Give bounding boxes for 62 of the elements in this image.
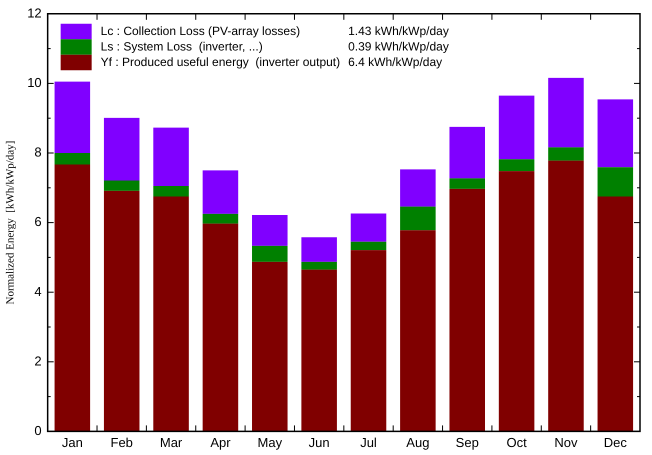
annotation: 1.43 kWh/kWp/day bbox=[348, 24, 449, 38]
bar bbox=[598, 196, 634, 432]
bar bbox=[498, 96, 534, 160]
bar bbox=[449, 188, 486, 432]
annotation: 6.4 kWh/kWp/day bbox=[348, 54, 442, 69]
bar bbox=[301, 262, 337, 270]
x-tick-label: Dec bbox=[604, 434, 628, 450]
x-tick-label: Sep bbox=[456, 434, 479, 450]
legend-label: Lc : Collection Loss (PV-array losses) bbox=[100, 24, 300, 38]
bar bbox=[252, 246, 288, 262]
bar bbox=[548, 147, 584, 161]
bar bbox=[54, 164, 90, 432]
bar bbox=[548, 160, 584, 432]
bar bbox=[498, 171, 534, 432]
bar bbox=[153, 128, 189, 186]
bar bbox=[54, 153, 90, 164]
bar bbox=[449, 178, 486, 189]
bar bbox=[153, 186, 189, 196]
bar bbox=[252, 262, 288, 432]
x-tick-label: Jul bbox=[360, 434, 377, 450]
bar bbox=[104, 180, 140, 191]
bar bbox=[400, 206, 436, 230]
x-tick-label: Oct bbox=[506, 434, 528, 450]
legend-label: Ls : System Loss (inverter, ...) bbox=[100, 39, 263, 54]
x-tick-label: Jan bbox=[62, 434, 83, 450]
bar bbox=[301, 237, 337, 262]
bar bbox=[153, 196, 189, 432]
x-tick-label: Aug bbox=[406, 434, 430, 450]
bar bbox=[202, 170, 238, 214]
bar bbox=[301, 270, 337, 432]
bar bbox=[350, 242, 386, 250]
y-tick-label: 10 bbox=[27, 74, 42, 90]
y-axis-title: Normalized Energy [kWh/kWp/day] bbox=[4, 140, 16, 305]
bar bbox=[252, 214, 288, 246]
bar bbox=[54, 82, 90, 153]
y-tick-label: 8 bbox=[34, 144, 42, 160]
bar bbox=[350, 250, 386, 432]
x-tick-label: Mar bbox=[160, 434, 183, 450]
annotation: 0.39 kWh/kWp/day bbox=[348, 39, 449, 54]
bar bbox=[202, 224, 238, 432]
x-tick-label: Apr bbox=[210, 434, 232, 450]
bar bbox=[350, 214, 386, 242]
bar bbox=[104, 190, 140, 432]
x-tick-label: Feb bbox=[110, 434, 133, 450]
bar bbox=[548, 78, 584, 148]
bar bbox=[400, 230, 436, 432]
x-tick-label: Jun bbox=[308, 434, 330, 450]
bar bbox=[202, 214, 238, 224]
bar bbox=[449, 126, 486, 178]
y-tick-label: 2 bbox=[34, 353, 42, 368]
bar bbox=[598, 167, 634, 196]
bar bbox=[104, 118, 140, 180]
x-tick-label: Nov bbox=[554, 434, 578, 450]
x-tick-label: May bbox=[258, 434, 283, 450]
y-tick-label: 4 bbox=[34, 284, 42, 299]
bar bbox=[498, 159, 534, 172]
legend-label: Yf : Produced useful energy (inverter output) bbox=[100, 54, 340, 69]
y-tick-label: 12 bbox=[27, 5, 42, 20]
y-tick-label: 6 bbox=[34, 214, 42, 230]
y-tick-label: 0 bbox=[34, 422, 42, 438]
bar bbox=[400, 169, 436, 207]
bar bbox=[598, 99, 634, 168]
